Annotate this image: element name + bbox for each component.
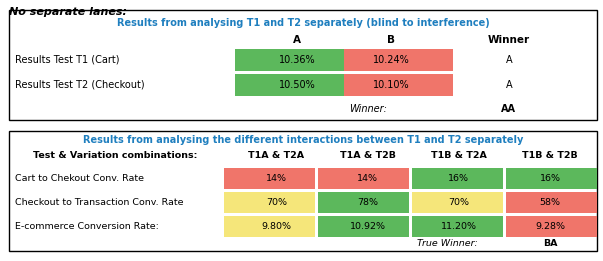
Text: A: A — [505, 80, 512, 90]
Text: 10.50%: 10.50% — [279, 80, 315, 90]
Text: 10.92%: 10.92% — [350, 222, 386, 231]
Text: 10.10%: 10.10% — [373, 80, 409, 90]
Text: Results from analysing T1 and T2 separately (blind to interference): Results from analysing T1 and T2 separat… — [116, 18, 490, 28]
Bar — [224, 168, 315, 189]
Text: Results from analysing the different interactions between T1 and T2 separately: Results from analysing the different int… — [83, 135, 523, 145]
Text: AA: AA — [501, 104, 516, 114]
Text: Checkout to Transaction Conv. Rate: Checkout to Transaction Conv. Rate — [15, 198, 183, 207]
Bar — [318, 192, 409, 213]
Text: 58%: 58% — [540, 198, 560, 207]
FancyBboxPatch shape — [9, 10, 597, 120]
Text: No separate lanes:: No separate lanes: — [9, 7, 127, 16]
Bar — [318, 168, 409, 189]
Text: BA: BA — [543, 239, 557, 248]
Bar — [412, 216, 503, 237]
Text: 10.24%: 10.24% — [373, 55, 409, 65]
Bar — [412, 192, 503, 213]
Bar — [506, 192, 597, 213]
Text: A: A — [293, 35, 301, 45]
Text: Results Test T1 (Cart): Results Test T1 (Cart) — [15, 55, 119, 65]
Text: Results Test T2 (Checkout): Results Test T2 (Checkout) — [15, 80, 145, 90]
Text: 78%: 78% — [357, 198, 378, 207]
Bar — [235, 49, 344, 71]
Bar — [224, 192, 315, 213]
Text: 14%: 14% — [266, 174, 287, 183]
Text: 9.80%: 9.80% — [262, 222, 292, 231]
Bar — [318, 216, 409, 237]
Bar — [235, 74, 344, 96]
Text: 9.28%: 9.28% — [535, 222, 565, 231]
Bar — [506, 168, 597, 189]
Bar — [506, 216, 597, 237]
Bar — [224, 216, 315, 237]
Text: 10.36%: 10.36% — [279, 55, 315, 65]
Text: B: B — [387, 35, 395, 45]
Text: True Winner:: True Winner: — [417, 239, 478, 248]
FancyBboxPatch shape — [9, 130, 597, 251]
Text: T1B & T2B: T1B & T2B — [522, 151, 578, 160]
Text: 70%: 70% — [448, 198, 469, 207]
Text: 11.20%: 11.20% — [441, 222, 477, 231]
Text: 16%: 16% — [540, 174, 560, 183]
Text: 70%: 70% — [266, 198, 287, 207]
Text: Cart to Chekout Conv. Rate: Cart to Chekout Conv. Rate — [15, 174, 144, 183]
Text: Winner:: Winner: — [349, 104, 387, 114]
Text: 14%: 14% — [357, 174, 378, 183]
Text: E-commerce Conversion Rate:: E-commerce Conversion Rate: — [15, 222, 159, 231]
Text: T1A & T2A: T1A & T2A — [248, 151, 305, 160]
Text: Winner: Winner — [488, 35, 530, 45]
Bar — [412, 168, 503, 189]
Text: T1A & T2B: T1A & T2B — [339, 151, 396, 160]
Bar — [344, 74, 453, 96]
Text: 16%: 16% — [448, 174, 469, 183]
Text: A: A — [505, 55, 512, 65]
Bar — [344, 49, 453, 71]
Text: Test & Variation combinations:: Test & Variation combinations: — [33, 151, 197, 160]
Text: T1B & T2A: T1B & T2A — [431, 151, 487, 160]
